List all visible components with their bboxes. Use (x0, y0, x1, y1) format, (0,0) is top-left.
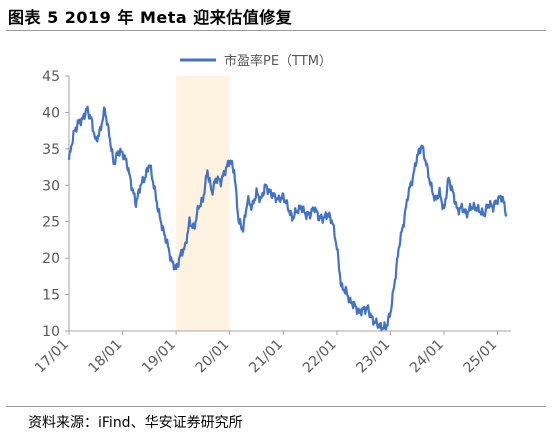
title-divider (6, 30, 546, 31)
x-tick-label: 20/01 (193, 337, 233, 377)
y-tick-label: 25 (42, 215, 60, 231)
y-tick-label: 40 (42, 105, 60, 121)
pe-series-line (67, 105, 508, 332)
x-tick-label: 25/01 (461, 337, 501, 377)
x-tick-label: 18/01 (86, 337, 126, 377)
x-tick-label: 21/01 (246, 337, 286, 377)
pe-line-chart: 10 15 20 25 30 35 40 45 17/01 18/01 19/01 20/01 21/0… (32, 53, 511, 377)
x-tick-label: 22/01 (300, 337, 340, 377)
y-tick-label: 45 (42, 69, 60, 85)
x-tick-label: 17/01 (32, 337, 72, 377)
highlight-band (176, 76, 230, 331)
y-tick-label: 10 (42, 324, 60, 340)
x-tick-label: 19/01 (139, 337, 179, 377)
legend-label: 市盈率PE（TTM） (224, 53, 332, 69)
y-tick-label: 15 (42, 288, 60, 304)
x-tick-label: 24/01 (407, 337, 447, 377)
source-note: 资料来源：iFind、华安证券研究所 (28, 415, 243, 431)
y-tick-label: 35 (42, 142, 60, 158)
y-tick-label: 20 (42, 251, 60, 267)
x-tick-label: 23/01 (353, 337, 393, 377)
y-tick-label: 30 (42, 178, 60, 194)
figure-title: 图表 5 2019 年 Meta 迎来估值修复 (8, 8, 293, 27)
source-divider (6, 406, 546, 407)
